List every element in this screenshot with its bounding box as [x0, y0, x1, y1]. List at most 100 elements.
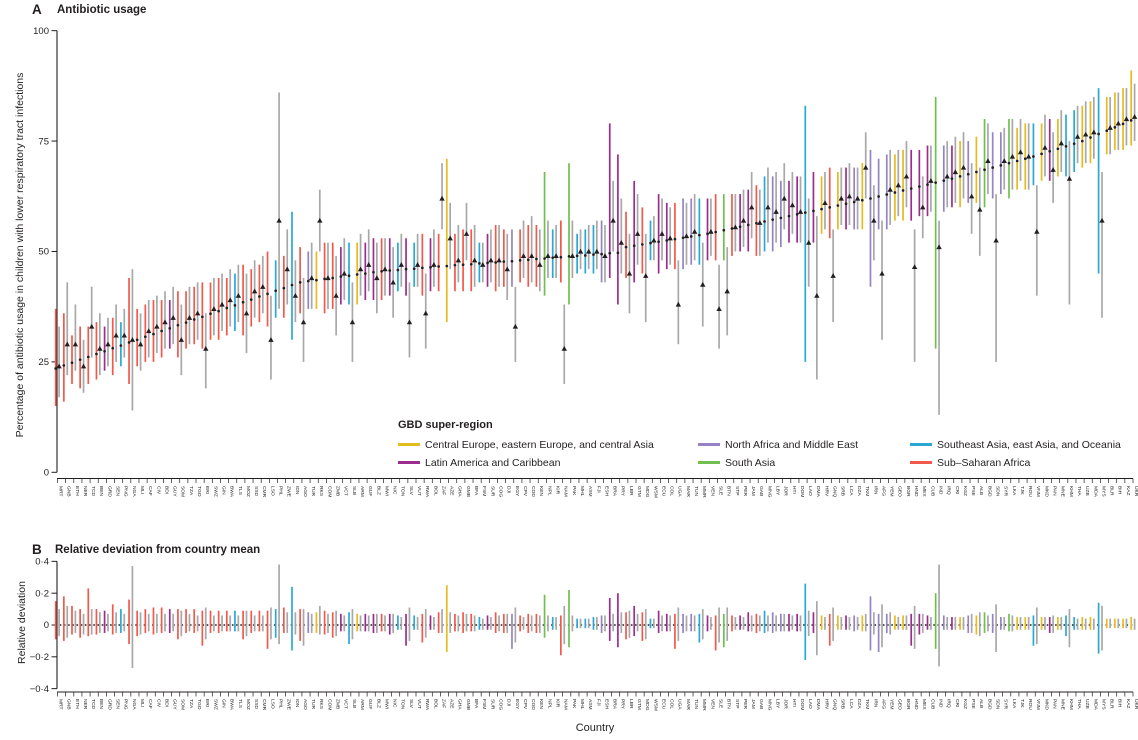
panel-a-country-label: TLS [237, 486, 243, 496]
model-mean-marker [926, 183, 929, 186]
panel-a-country-label: UZB [1084, 486, 1090, 496]
survey-mean-marker [789, 202, 796, 208]
panel-a-country-label: COD [530, 486, 536, 497]
model-mean-marker [869, 197, 872, 200]
model-mean-marker [502, 260, 506, 263]
panel-a-country-label: FSM [481, 486, 487, 496]
panel-b-country-label: TON [400, 699, 406, 710]
panel-b-y-tick-label: 0·4 [35, 557, 49, 568]
panel-b-country-label: VNM [1035, 699, 1041, 710]
panel-a-label: A [32, 2, 42, 17]
panel-a-country-label: NGA [131, 486, 137, 497]
survey-mean-marker [219, 301, 225, 307]
panel-b-country-label: ASM [587, 699, 593, 710]
survey-mean-marker [700, 281, 706, 287]
panel-a-country-label: BLR [1109, 486, 1115, 496]
survey-mean-marker [178, 337, 185, 342]
survey-mean-marker [1025, 153, 1032, 159]
model-mean-marker [1089, 136, 1092, 139]
model-mean-marker [127, 341, 131, 344]
model-mean-marker [934, 181, 938, 184]
panel-b-country-label: ESH [603, 699, 609, 710]
panel-a-country-label: FJI [595, 486, 601, 493]
panel-a-country-label: VEN [709, 486, 715, 497]
survey-mean-marker [317, 217, 323, 223]
model-mean-marker [486, 261, 489, 265]
panel-b-country-label: SSD [253, 699, 259, 710]
model-mean-marker [429, 266, 432, 269]
panel-b-country-label: TUR [310, 699, 316, 710]
panel-b-country-label: FSM [481, 699, 487, 709]
panel-a-country-label: PER [742, 486, 748, 497]
survey-mean-marker [390, 279, 396, 285]
panel-a-country-label: KAZ [1125, 486, 1131, 496]
panel-b-country-label: COD [530, 699, 536, 710]
panel-b-country-label: ARM [359, 699, 365, 710]
survey-mean-marker [577, 248, 584, 254]
panel-b-country-label: COL [669, 699, 675, 709]
model-mean-marker [315, 278, 318, 282]
panel-a-country-label: BGD [986, 486, 992, 497]
model-mean-marker [437, 265, 440, 268]
panel-b-country-label: JOR [783, 699, 789, 709]
panel-a-country-label: IND [937, 486, 943, 495]
panel-a-country-label: ARM [359, 486, 365, 497]
panel-b-country-label: PNG [123, 699, 129, 710]
panel-a-country-label: TZA [188, 486, 194, 496]
model-mean-marker [217, 309, 221, 313]
panel-b-country-label: SLE [717, 699, 723, 709]
panel-b-country-label: MYS [1100, 699, 1106, 710]
panel-b-country-label: SWZ [212, 699, 218, 710]
model-mean-marker [494, 261, 498, 264]
model-mean-marker [78, 358, 82, 362]
panel-a-country-label: CPV [522, 486, 528, 497]
panel-a-y-tick-label: 100 [33, 26, 49, 37]
survey-mean-marker [414, 262, 421, 267]
panel-a-country-label: KEN [538, 486, 544, 497]
panel-a-country-label: JAM [750, 486, 756, 496]
panel-a-country-label: MHL [579, 486, 585, 497]
panel-b-country-label: KHM [1068, 699, 1074, 710]
model-mean-marker [526, 258, 530, 262]
model-mean-marker [535, 257, 538, 261]
model-mean-marker [347, 274, 351, 278]
survey-mean-marker [1066, 175, 1073, 181]
model-mean-marker [722, 228, 726, 232]
panel-b-country-label: BLZ [375, 699, 381, 708]
model-mean-marker [249, 298, 253, 301]
panel-a-country-label: BRA [612, 486, 618, 497]
panel-b-country-label: SOM [180, 699, 186, 710]
panel-a-country-label: MYS [1100, 486, 1106, 497]
legend-swatch-line [698, 443, 720, 446]
panel-a-country-label: ETH [74, 486, 80, 496]
legend-item: North Africa and Middle East [698, 437, 910, 452]
model-mean-marker [192, 318, 196, 321]
legend-item: South Asia [698, 455, 910, 470]
panel-b-country-label: TKM [864, 699, 870, 709]
model-mean-marker [991, 166, 995, 169]
model-mean-marker [1113, 126, 1117, 129]
survey-mean-marker [667, 235, 673, 241]
panel-b-country-label: ZMB [335, 699, 341, 709]
panel-b-country-label: DOM [799, 699, 805, 710]
panel-a-country-label: MDA [1092, 486, 1098, 498]
panel-b-country-label: GMB [465, 699, 471, 710]
model-mean-marker [885, 193, 889, 196]
survey-mean-marker [113, 332, 119, 338]
survey-mean-marker [488, 257, 494, 263]
panel-a-country-label: ASM [587, 486, 593, 497]
panel-a-country-label: TGO [196, 486, 202, 497]
survey-mean-marker [251, 288, 258, 294]
model-mean-marker [380, 270, 383, 273]
panel-a-country-label: BOL [432, 486, 438, 496]
model-mean-marker [168, 326, 172, 330]
panel-b-country-label: VUT [416, 699, 422, 709]
survey-mean-marker [243, 310, 250, 316]
panel-b-country-label: MHL [579, 699, 585, 710]
survey-mean-marker [871, 217, 877, 223]
panel-b-country-label: BWA [229, 699, 235, 711]
legend-title: GBD super-region [398, 419, 493, 431]
panel-b-y-tick-label: −0·2 [30, 652, 49, 663]
panel-b-country-label: MEX [921, 699, 927, 710]
